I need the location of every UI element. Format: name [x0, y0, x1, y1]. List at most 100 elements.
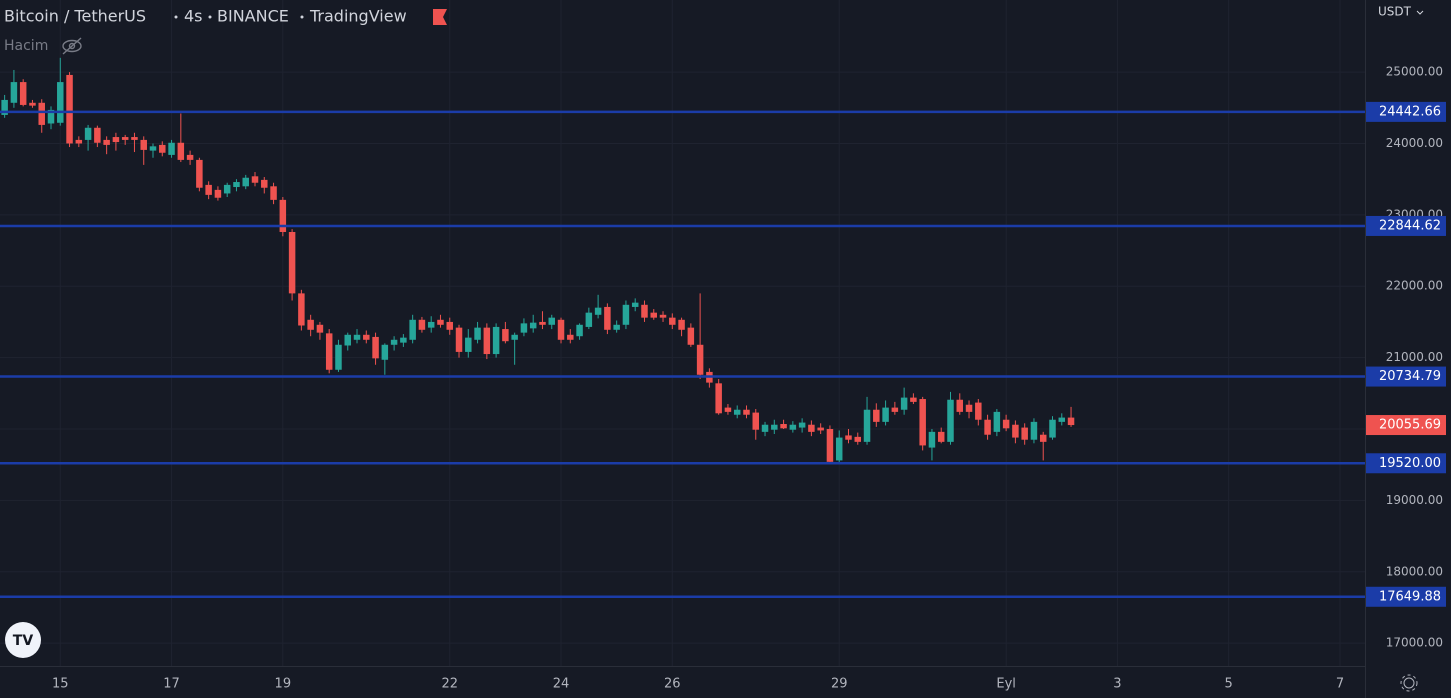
candle-body [168, 142, 175, 155]
candle-body [557, 319, 565, 340]
candle-body [631, 302, 639, 307]
x-tick-label: 15 [52, 677, 69, 692]
candle-body [956, 399, 964, 412]
flag-icon[interactable] [433, 9, 447, 25]
candle-body [1058, 417, 1066, 422]
candle-body [140, 139, 147, 150]
level-badge [1366, 366, 1446, 387]
candle-body [94, 127, 101, 143]
candle-body [891, 407, 899, 412]
last-price-badge [1366, 415, 1446, 436]
candle-body [251, 176, 259, 183]
candle-body [975, 402, 982, 420]
candle-body [103, 139, 110, 145]
candle-body [47, 109, 55, 124]
level-badge [1366, 215, 1446, 236]
candle-body [798, 422, 806, 428]
candle-body [214, 189, 222, 198]
candle-body [650, 312, 657, 318]
candle-body [882, 407, 889, 422]
candle-body [928, 431, 936, 448]
candle-body [325, 333, 333, 370]
candle-body [687, 327, 695, 345]
candle-body [409, 319, 416, 340]
candle-body [808, 424, 815, 432]
candle-body [696, 344, 704, 375]
candle-body [873, 409, 880, 422]
candle-body [270, 186, 277, 200]
dropdown-icon[interactable] [1416, 10, 1424, 15]
candle-body [1, 99, 8, 115]
candle-body [1039, 434, 1047, 442]
candle-body [363, 334, 370, 340]
candle-body [242, 177, 249, 187]
x-tick-label: 19 [275, 677, 292, 692]
level-label: 17649.88 [1379, 589, 1441, 604]
interval: 4s [184, 7, 203, 26]
x-tick-label: 17 [163, 677, 180, 692]
candle-body [492, 326, 500, 355]
x-tick-label: 3 [1113, 677, 1121, 692]
candle-body [335, 344, 342, 370]
candle-body [1012, 424, 1019, 438]
candle-body [993, 411, 1001, 432]
candle-body [288, 231, 296, 294]
candle-body [622, 304, 630, 325]
candle-body [613, 324, 620, 330]
candle-body [604, 306, 611, 330]
candle-body [789, 424, 797, 430]
candle-body [548, 317, 555, 325]
candle-body [752, 412, 760, 430]
svg-text:TV: TV [13, 633, 34, 649]
candle-body [177, 142, 185, 160]
candle-body [446, 321, 453, 330]
candle-body [529, 322, 537, 329]
tv-logo[interactable]: TV [5, 622, 41, 658]
level-label: 19520.00 [1379, 456, 1441, 471]
candle-body [511, 334, 518, 340]
candle-body [854, 436, 862, 442]
separator [174, 15, 178, 19]
candle-body [205, 184, 212, 195]
candle-body [594, 307, 602, 315]
candle-body [121, 137, 129, 140]
candle-body [112, 137, 120, 143]
candle-body [186, 154, 194, 160]
y-tick-label: 25000.00 [1386, 65, 1443, 79]
candle-body [483, 327, 491, 355]
candle-body [465, 337, 472, 352]
candle-body [298, 293, 305, 326]
candle-body [455, 327, 463, 352]
separator [208, 15, 212, 19]
candle-body [261, 179, 268, 188]
currency[interactable]: USDT [1378, 5, 1412, 19]
x-tick-label: 5 [1225, 677, 1233, 692]
candle-body [715, 383, 722, 414]
y-tick-label: 18000.00 [1386, 564, 1443, 578]
candle-body [233, 182, 240, 188]
symbol: Bitcoin / TetherUS [4, 7, 146, 26]
candle-body [1030, 421, 1038, 440]
candle-body [761, 424, 769, 432]
hide-icon[interactable] [62, 37, 82, 55]
candle-body [279, 199, 287, 232]
level-label: 24442.66 [1379, 104, 1441, 119]
source: TradingView [309, 7, 407, 26]
candle-body [826, 429, 834, 462]
last-price-label: 20055.69 [1379, 418, 1441, 433]
candle-body [316, 324, 324, 333]
y-tick-label: 17000.00 [1386, 636, 1443, 650]
candle-body [38, 102, 45, 125]
candle-body [10, 82, 18, 103]
y-tick-label: 21000.00 [1386, 350, 1443, 364]
candle-body [845, 435, 852, 440]
candle-body [381, 344, 389, 360]
level-badge [1366, 101, 1446, 122]
settings-icon[interactable] [1400, 674, 1418, 692]
level-label: 20734.79 [1379, 369, 1441, 384]
level-badge [1366, 586, 1446, 607]
candle-body [585, 312, 593, 327]
volume-label: Hacim [4, 38, 48, 54]
